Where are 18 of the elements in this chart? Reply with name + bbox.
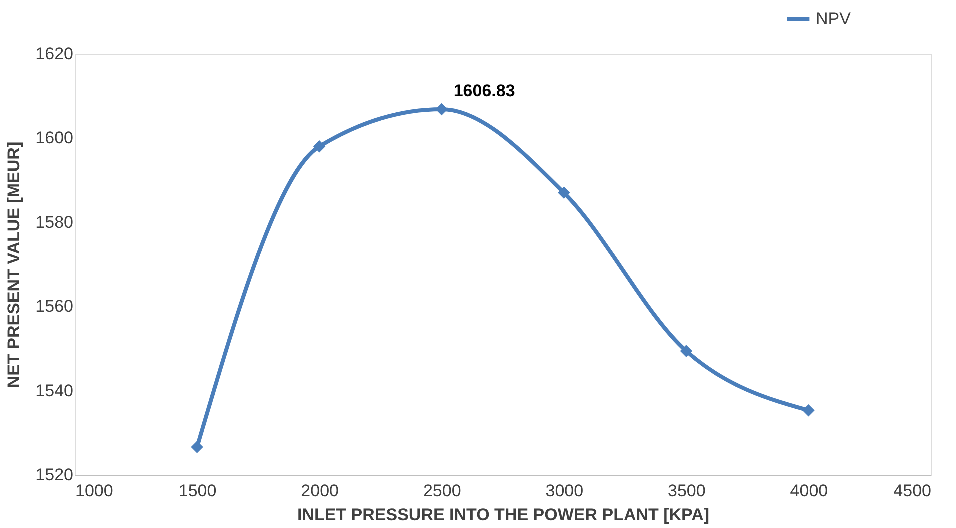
x-tick-label: 2000: [301, 482, 339, 500]
annotation: 1606.83: [454, 81, 516, 100]
y-tick-label: 1560: [36, 297, 74, 316]
x-axis-title: INLET PRESSURE INTO THE POWER PLANT [KPA]: [297, 506, 710, 524]
y-tick-label: 1540: [36, 381, 74, 400]
legend-label: NPV: [816, 10, 852, 28]
x-tick-label: 3000: [546, 482, 584, 500]
y-tick-label: 1600: [36, 128, 74, 148]
y-axis-title: NET PRESENT VALUE [MEUR]: [4, 142, 24, 388]
y-tick-label: 1620: [36, 44, 74, 64]
x-tick-label: 1000: [76, 482, 114, 500]
x-tick-label: 4500: [894, 482, 932, 500]
x-tick-label: 1500: [178, 482, 217, 500]
x-tick-label: 3500: [668, 482, 706, 500]
x-tick-label: 4000: [790, 482, 828, 500]
x-tick-label: 2500: [423, 482, 462, 500]
y-tick-label: 1520: [36, 466, 74, 484]
y-tick-label: 1580: [36, 212, 74, 232]
